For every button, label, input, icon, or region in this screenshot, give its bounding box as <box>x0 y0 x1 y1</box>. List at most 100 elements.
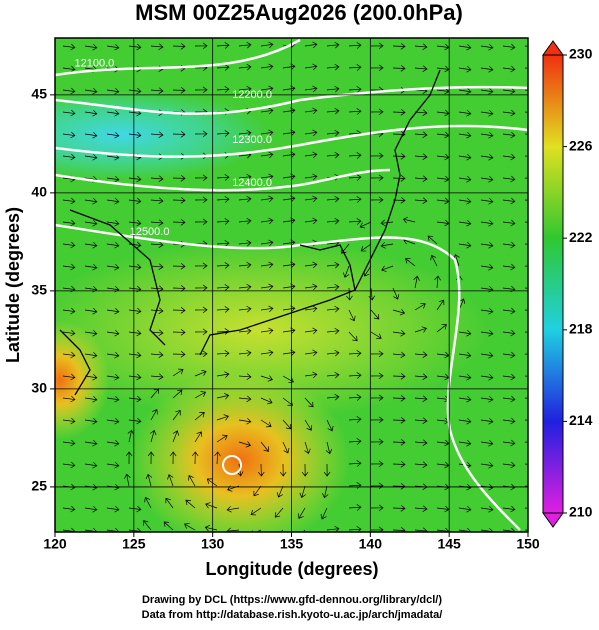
streamline <box>392 373 406 380</box>
streamline <box>238 173 252 181</box>
streamline <box>502 505 516 513</box>
streamline <box>84 417 98 425</box>
streamline <box>480 351 494 359</box>
streamline <box>194 42 208 50</box>
contour-label: 12300.0 <box>232 134 272 146</box>
streamline <box>348 372 362 379</box>
streamline <box>279 463 287 477</box>
streamline <box>480 329 494 337</box>
streamline <box>392 395 406 402</box>
colorbar-tick-label: 218 <box>569 321 593 337</box>
streamline <box>167 474 174 487</box>
streamline <box>282 129 296 137</box>
streamline <box>172 307 186 314</box>
streamline <box>62 109 76 117</box>
streamline <box>216 130 230 137</box>
streamline <box>106 439 120 447</box>
streamline <box>238 418 252 425</box>
streamline <box>125 451 133 465</box>
streamline <box>216 306 230 313</box>
streamline <box>524 375 528 377</box>
x-tick-label: 125 <box>122 536 146 552</box>
streamline <box>282 283 296 291</box>
streamline <box>304 41 318 49</box>
streamline <box>62 241 76 249</box>
streamline <box>414 153 428 160</box>
colorbar-tick-label: 230 <box>569 46 593 62</box>
streamline <box>348 309 356 322</box>
y-tick-label: 45 <box>31 86 47 102</box>
streamline <box>150 87 164 94</box>
streamline <box>524 221 528 223</box>
streamline <box>84 307 98 315</box>
streamline <box>348 482 362 489</box>
streamline <box>370 108 384 116</box>
streamline <box>414 505 428 512</box>
streamline <box>216 284 230 291</box>
streamline <box>502 263 516 271</box>
streamline <box>194 391 207 399</box>
streamline <box>194 196 208 204</box>
streamline <box>216 371 230 378</box>
streamline <box>304 217 318 225</box>
streamline <box>238 239 252 247</box>
streamline <box>194 412 205 421</box>
streamline <box>326 195 340 203</box>
streamline <box>84 285 98 293</box>
streamline <box>84 351 98 359</box>
streamline <box>282 151 296 159</box>
streamline <box>84 395 98 403</box>
streamline <box>260 419 272 428</box>
streamline <box>172 351 186 358</box>
streamline <box>458 131 472 139</box>
streamline <box>150 43 164 50</box>
streamline <box>106 285 120 293</box>
streamline <box>458 197 472 205</box>
streamline <box>434 275 441 289</box>
streamline <box>414 65 428 72</box>
streamline <box>144 496 152 509</box>
streamline <box>524 485 528 487</box>
streamline <box>124 473 131 487</box>
streamline <box>194 284 208 292</box>
streamline <box>238 63 252 71</box>
streamline <box>128 175 142 183</box>
streamline <box>163 521 174 531</box>
streamline <box>326 41 340 49</box>
streamline <box>480 373 494 381</box>
streamline <box>216 393 230 400</box>
x-tick-label: 145 <box>437 536 461 552</box>
colorbar-tick-label: 214 <box>569 412 593 428</box>
streamline <box>348 350 362 357</box>
streamline <box>380 242 394 249</box>
streamline <box>238 129 252 137</box>
streamline <box>84 263 98 271</box>
streamline <box>194 306 208 314</box>
streamline <box>191 451 199 465</box>
streamline <box>480 307 494 315</box>
streamline <box>502 131 516 139</box>
streamline <box>304 441 311 455</box>
streamline <box>194 262 208 270</box>
streamline <box>524 331 528 333</box>
streamline <box>304 397 314 408</box>
colorbar-cap <box>542 512 564 528</box>
streamline <box>524 397 528 399</box>
streamline <box>524 309 528 311</box>
streamline <box>392 329 406 337</box>
streamline <box>238 395 252 403</box>
streamline <box>502 65 516 73</box>
streamline <box>322 485 329 499</box>
streamline <box>326 419 334 432</box>
streamline <box>430 254 438 267</box>
streamline <box>260 283 274 291</box>
streamline <box>150 263 164 270</box>
streamline <box>502 373 516 381</box>
footer: Drawing by DCL (https://www.gfd-dennou.o… <box>142 594 442 606</box>
streamline <box>150 197 164 204</box>
x-tick-label: 135 <box>280 536 304 552</box>
colorbar <box>542 54 564 514</box>
streamline <box>172 131 186 138</box>
streamline <box>348 460 362 467</box>
streamline <box>524 133 528 135</box>
